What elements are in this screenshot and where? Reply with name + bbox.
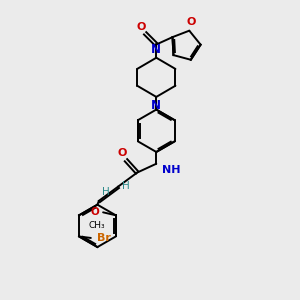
Text: CH₃: CH₃ <box>89 220 106 230</box>
Text: O: O <box>186 17 196 27</box>
Text: O: O <box>91 207 100 217</box>
Text: O: O <box>117 148 127 158</box>
Text: Br: Br <box>97 233 111 243</box>
Text: N: N <box>151 43 161 56</box>
Text: H: H <box>122 181 130 191</box>
Text: H: H <box>102 187 110 197</box>
Text: NH: NH <box>162 165 180 175</box>
Text: O: O <box>136 22 146 32</box>
Text: N: N <box>151 99 161 112</box>
